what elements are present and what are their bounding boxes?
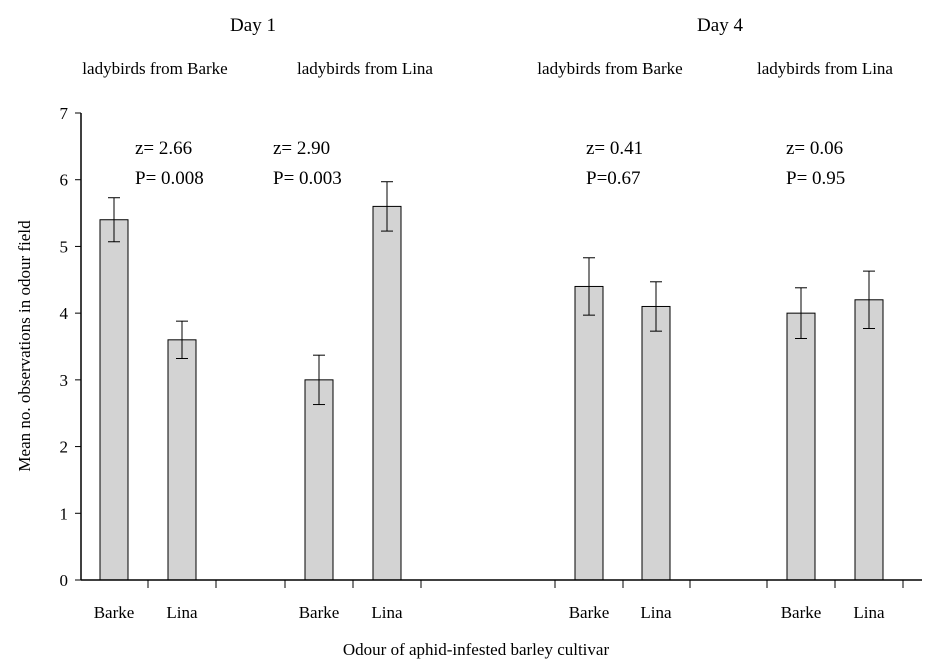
bar: [372, 205, 402, 581]
y-tick-label: 7: [60, 104, 69, 123]
error-bar: [583, 257, 595, 316]
y-tick-label: 0: [60, 571, 69, 590]
day-header: Day 1: [230, 15, 276, 36]
header-layer: Day 1 Day 4 ladybirds from Barke ladybirds …: [82, 15, 893, 78]
bar: [99, 219, 129, 581]
x-tick-label: Barke: [569, 603, 610, 622]
y-tick-label: 6: [60, 171, 69, 190]
bar: [574, 285, 604, 581]
axes-layer: [75, 112, 922, 588]
group-label: ladybirds from Lina: [297, 59, 433, 78]
x-tick-label: Barke: [94, 603, 135, 622]
error-bar: [863, 270, 875, 329]
x-axis-title: Odour of aphid-infested barley cultivar: [343, 640, 610, 659]
group-label: ladybirds from Barke: [82, 59, 227, 78]
error-bar: [313, 354, 325, 406]
y-tick-label: 3: [60, 371, 69, 390]
z-statistic-label: z= 2.66: [135, 138, 192, 159]
error-bar: [108, 197, 120, 243]
error-bar: [381, 181, 393, 232]
bars-layer: [99, 181, 884, 581]
x-tick-label: Barke: [781, 603, 822, 622]
z-statistic-label: z= 0.41: [586, 138, 643, 159]
x-tick-label: Lina: [166, 603, 198, 622]
p-value-label: P= 0.003: [273, 168, 342, 189]
y-axis-title: Mean no. observations in odour field: [15, 220, 34, 472]
p-value-label: P= 0.008: [135, 168, 204, 189]
bar: [641, 305, 671, 581]
y-tick-label: 2: [60, 438, 69, 457]
labels-layer: z= 2.66 P= 0.008 Barke Lina z= 2.90 P= 0.003 B…: [15, 104, 885, 659]
x-tick-label: Lina: [640, 603, 672, 622]
bar: [167, 339, 197, 581]
bar: [786, 312, 816, 581]
p-value-label: P= 0.95: [786, 168, 845, 189]
z-statistic-label: z= 2.90: [273, 138, 330, 159]
error-bar: [795, 287, 807, 339]
y-tick-label: 1: [60, 504, 69, 523]
error-bar: [176, 320, 188, 360]
y-tick-label: 4: [60, 304, 69, 323]
y-tick-label: 5: [60, 237, 69, 256]
bar: [854, 299, 884, 581]
day-header: Day 4: [697, 15, 743, 36]
x-tick-label: Barke: [299, 603, 340, 622]
p-value-label: P=0.67: [586, 168, 641, 189]
group-label: ladybirds from Barke: [537, 59, 682, 78]
z-statistic-label: z= 0.06: [786, 138, 843, 159]
bar: [304, 379, 334, 581]
error-bar: [650, 281, 662, 332]
x-tick-label: Lina: [371, 603, 403, 622]
group-label: ladybirds from Lina: [757, 59, 893, 78]
x-tick-label: Lina: [853, 603, 885, 622]
